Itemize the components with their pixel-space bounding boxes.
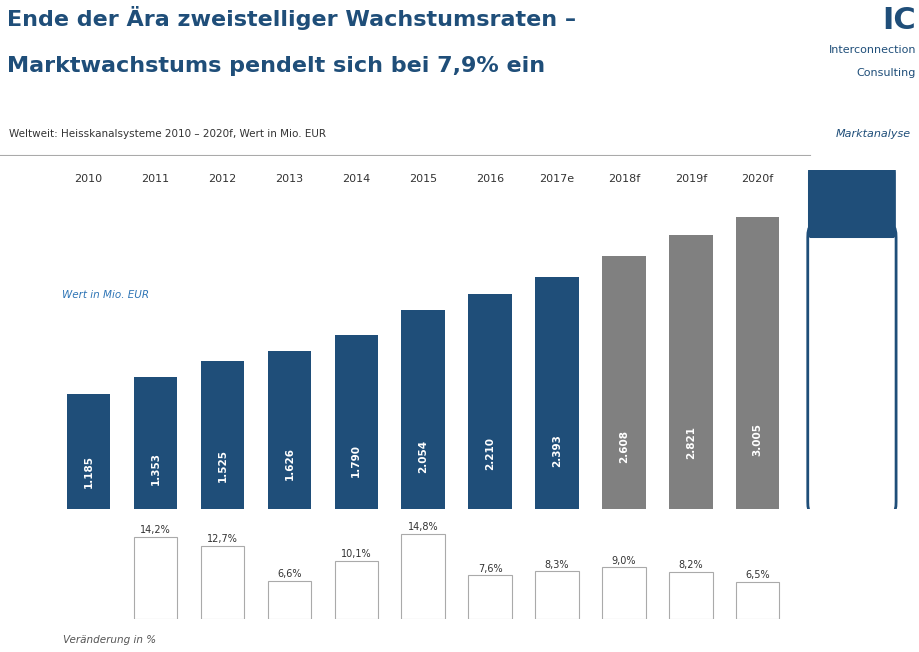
Bar (267, 351, 311, 509)
Text: Ende der Ära zweistelliger Wachstumsraten –: Ende der Ära zweistelliger Wachstumsrate… (7, 6, 575, 30)
Text: 10,1%: 10,1% (341, 549, 371, 559)
Text: 2013: 2013 (275, 174, 303, 185)
Text: 8,3%: 8,3% (544, 559, 569, 570)
FancyBboxPatch shape (807, 227, 895, 512)
Text: 2010: 2010 (74, 174, 103, 185)
Text: Marktwachstums pendelt sich bei 7,9% ein: Marktwachstums pendelt sich bei 7,9% ein (7, 56, 545, 76)
FancyBboxPatch shape (808, 166, 894, 237)
Text: 1.790: 1.790 (351, 445, 361, 477)
Bar (468, 575, 511, 619)
Text: 2015: 2015 (409, 174, 437, 185)
Bar (401, 533, 445, 619)
Text: 2.210: 2.210 (484, 437, 494, 470)
Bar (535, 571, 578, 619)
Text: Weltweit: Heisskanalsysteme 2010 – 2020f, Wert in Mio. EUR: Weltweit: Heisskanalsysteme 2010 – 2020f… (9, 129, 326, 139)
Text: 2.393: 2.393 (551, 434, 562, 467)
Bar (67, 394, 110, 509)
Bar (335, 561, 378, 619)
Text: 2011: 2011 (142, 174, 169, 185)
Text: Veränderung in %: Veränderung in % (62, 635, 155, 645)
Text: 1.626: 1.626 (284, 447, 294, 481)
Text: 6,6%: 6,6% (277, 569, 301, 580)
Text: Wert in Mio. EUR: Wert in Mio. EUR (62, 290, 149, 301)
Text: 7,6%: 7,6% (477, 563, 502, 574)
Text: 2.608: 2.608 (618, 430, 629, 463)
Text: 14,8%: 14,8% (407, 522, 438, 532)
Text: 2014: 2014 (342, 174, 370, 185)
Text: 2017e: 2017e (539, 174, 574, 185)
Text: 2012: 2012 (208, 174, 236, 185)
Text: 2.054: 2.054 (418, 439, 427, 473)
Bar (200, 546, 244, 619)
Bar (668, 235, 712, 509)
Text: 1.525: 1.525 (217, 449, 227, 482)
Text: 2018f: 2018f (607, 174, 640, 185)
Text: CAGR
17-20f: CAGR 17-20f (830, 187, 872, 216)
Bar (200, 361, 244, 509)
Bar (401, 310, 445, 509)
Bar (602, 567, 645, 619)
Bar (267, 581, 311, 619)
Bar (735, 582, 778, 619)
Text: 2019f: 2019f (674, 174, 706, 185)
Bar (468, 295, 511, 509)
Text: 2020f: 2020f (741, 174, 773, 185)
Text: 3.005: 3.005 (752, 423, 762, 456)
Bar (133, 378, 177, 509)
Text: 9,0%: 9,0% (611, 556, 635, 565)
Bar (602, 256, 645, 509)
Bar (535, 276, 578, 509)
Bar (335, 335, 378, 509)
Text: 1.185: 1.185 (84, 455, 94, 488)
Text: 2016: 2016 (475, 174, 504, 185)
Bar (668, 572, 712, 619)
Bar (735, 218, 778, 509)
Text: 2.821: 2.821 (685, 426, 695, 460)
Text: 1.353: 1.353 (151, 452, 161, 485)
Text: 12,7%: 12,7% (207, 534, 238, 544)
Text: 14,2%: 14,2% (140, 526, 171, 535)
Text: Consulting: Consulting (856, 68, 915, 78)
Bar (133, 537, 177, 619)
Text: 8,2%: 8,2% (678, 560, 702, 570)
Text: Interconnection: Interconnection (827, 44, 915, 55)
Text: IC: IC (881, 6, 915, 35)
Text: Marktanalyse: Marktanalyse (834, 129, 910, 139)
Text: 6,5%: 6,5% (744, 570, 769, 580)
Text: 7,9%: 7,9% (826, 357, 876, 375)
